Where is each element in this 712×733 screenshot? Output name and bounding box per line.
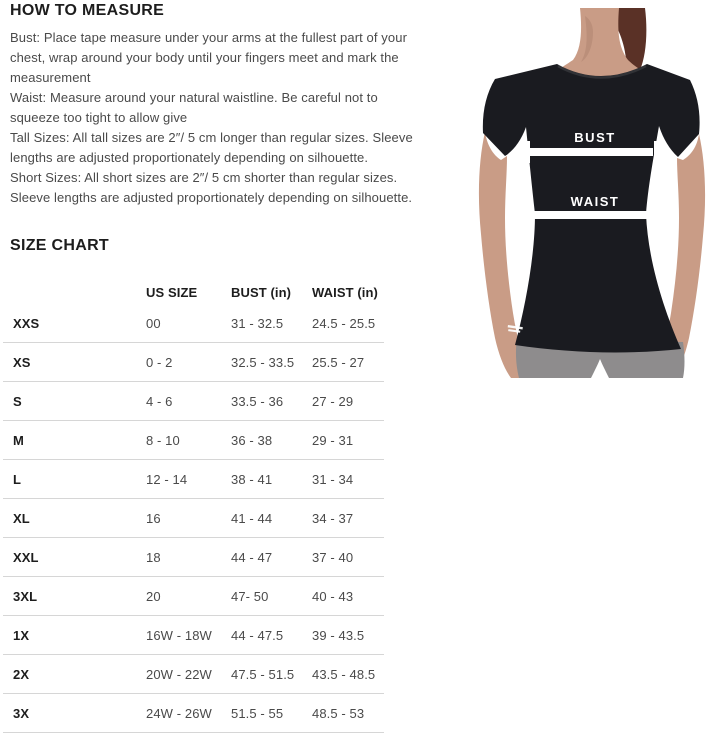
size-cell: XXL — [13, 549, 39, 565]
us-size-cell: 12 - 14 — [146, 471, 188, 487]
bust-cell: 44 - 47 — [231, 549, 273, 565]
size-cell: 2X — [13, 666, 30, 682]
bust-cell: 47- 50 — [231, 588, 269, 604]
size-chart-table: US SIZE BUST (in) WAIST (in) XXS 00 31 -… — [3, 280, 384, 733]
neck-skin — [551, 8, 649, 84]
us-size-cell: 16W - 18W — [146, 627, 212, 643]
collar-seam — [557, 64, 647, 79]
bust-cell: 32.5 - 33.5 — [231, 354, 295, 370]
bust-cell: 31 - 32.5 — [231, 315, 284, 331]
table-row: 1X 16W - 18W 44 - 47.5 39 - 43.5 — [3, 616, 384, 655]
table-row: S 4 - 6 33.5 - 36 27 - 29 — [3, 382, 384, 421]
us-size-cell: 20W - 22W — [146, 666, 212, 682]
tall-sizes-note: Tall Sizes: All tall sizes are 2″/ 5 cm … — [10, 130, 413, 165]
bust-cell: 51.5 - 55 — [231, 705, 284, 721]
tshirt — [482, 64, 700, 353]
bust-instruction: Bust: Place tape measure under your arms… — [10, 30, 407, 85]
short-sizes-note: Short Sizes: All short sizes are 2″/ 5 c… — [10, 170, 413, 205]
bust-cell: 44 - 47.5 — [231, 627, 284, 643]
size-cell: XS — [13, 354, 31, 370]
waist-cell: 24.5 - 25.5 — [312, 315, 376, 331]
column-header-bust: BUST (in) — [231, 284, 292, 300]
waist-measurement-bar — [529, 205, 652, 226]
size-cell: M — [13, 432, 24, 448]
size-cell: 1X — [13, 627, 30, 643]
waist-cell: 48.5 - 53 — [312, 705, 365, 721]
us-size-cell: 4 - 6 — [146, 393, 173, 409]
bust-label: BUST — [574, 130, 615, 145]
bust-cell: 41 - 44 — [231, 510, 273, 526]
left-arm — [478, 132, 529, 378]
us-size-cell: 16 — [146, 510, 161, 526]
table-body: XXS 00 31 - 32.5 24.5 - 25.5 XS 0 - 2 32… — [3, 304, 384, 733]
table-row: 3XL 20 47- 50 40 - 43 — [3, 577, 384, 616]
waist-cell: 39 - 43.5 — [312, 627, 365, 643]
model-photo: BUST WAIST — [455, 8, 712, 378]
table-row: M 8 - 10 36 - 38 29 - 31 — [3, 421, 384, 460]
us-size-cell: 18 — [146, 549, 161, 565]
waist-cell: 27 - 29 — [312, 393, 354, 409]
us-size-cell: 8 - 10 — [146, 432, 180, 448]
bust-measurement-bar — [525, 141, 659, 163]
waist-cell: 37 - 40 — [312, 549, 354, 565]
bust-cell: 36 - 38 — [231, 432, 273, 448]
table-row: 3X 24W - 26W 51.5 - 55 48.5 - 53 — [3, 694, 384, 733]
waist-cell: 40 - 43 — [312, 588, 354, 604]
waist-cell: 31 - 34 — [312, 471, 354, 487]
waist-label: WAIST — [571, 194, 620, 209]
table-header-row: US SIZE BUST (in) WAIST (in) — [3, 280, 384, 304]
bust-cell: 38 - 41 — [231, 471, 273, 487]
waist-instruction: Waist: Measure around your natural waist… — [10, 90, 378, 125]
us-size-cell: 20 — [146, 588, 161, 604]
brand-logo-icon — [507, 325, 523, 333]
waist-cell: 43.5 - 48.5 — [312, 666, 376, 682]
us-size-cell: 00 — [146, 315, 161, 331]
size-cell: L — [13, 471, 22, 487]
waist-cell: 29 - 31 — [312, 432, 354, 448]
waist-cell: 34 - 37 — [312, 510, 354, 526]
neck-shadow — [581, 16, 593, 62]
table-row: L 12 - 14 38 - 41 31 - 34 — [3, 460, 384, 499]
size-cell: XL — [13, 510, 30, 526]
us-size-cell: 24W - 26W — [146, 705, 212, 721]
bust-cell: 47.5 - 51.5 — [231, 666, 295, 682]
us-size-cell: 0 - 2 — [146, 354, 173, 370]
right-arm — [655, 134, 706, 378]
size-cell: XXS — [13, 315, 40, 331]
size-cell: 3XL — [13, 588, 38, 604]
size-cell: 3X — [13, 705, 30, 721]
measure-and-size-content: HOW TO MEASURE Bust: Place tape measure … — [3, 2, 456, 733]
size-chart-title: SIZE CHART — [10, 237, 109, 254]
measure-instructions: Bust: Place tape measure under your arms… — [10, 28, 456, 208]
bust-cell: 33.5 - 36 — [231, 393, 284, 409]
table-row: XXS 00 31 - 32.5 24.5 - 25.5 — [3, 304, 384, 343]
how-to-measure-title: HOW TO MEASURE — [10, 2, 165, 19]
table-row: 2X 20W - 22W 47.5 - 51.5 43.5 - 48.5 — [3, 655, 384, 694]
table-row: XL 16 41 - 44 34 - 37 — [3, 499, 384, 538]
column-header-waist: WAIST (in) — [312, 284, 378, 300]
table-row: XS 0 - 2 32.5 - 33.5 25.5 - 27 — [3, 343, 384, 382]
size-cell: S — [13, 393, 22, 409]
column-header-us-size: US SIZE — [146, 284, 198, 300]
waist-cell: 25.5 - 27 — [312, 354, 365, 370]
table-row: XXL 18 44 - 47 37 - 40 — [3, 538, 384, 577]
